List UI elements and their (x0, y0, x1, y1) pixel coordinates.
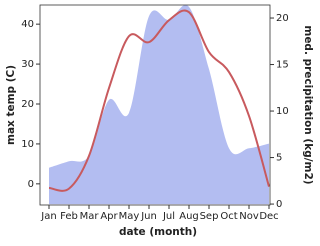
x-tick-label: Jul (162, 211, 175, 222)
x-tick-label: Feb (60, 211, 78, 222)
y2-tick-label: 15 (276, 60, 289, 71)
x-tick-label: Nov (239, 211, 259, 222)
plot-frame (39, 4, 271, 206)
temp-line (48, 9, 270, 192)
y2-tick-label: 0 (276, 199, 282, 210)
y-tick-label: 10 (21, 139, 34, 150)
x-tick-label: Dec (259, 211, 278, 222)
x-tick-label: Mar (80, 211, 100, 222)
y2-tick-label: 10 (276, 106, 289, 117)
x-tick-label: Aug (179, 211, 199, 222)
x-tick-label: May (119, 211, 140, 222)
y-tick-label: 40 (21, 19, 34, 30)
y2-axis-label: med. precipitation (kg/m2) (302, 25, 314, 184)
y-tick-label: 30 (21, 59, 34, 70)
precipitation-area (49, 4, 269, 205)
y2-tick-label: 5 (276, 153, 282, 164)
x-axis-label: date (month) (119, 226, 197, 238)
x-tick-label: Jun (140, 211, 157, 222)
x-tick-label: Oct (220, 211, 237, 222)
y2-tick-label: 20 (276, 13, 289, 24)
x-tick-label: Jan (40, 211, 56, 222)
chart: date (month) max temp (C) med. precipita… (5, 4, 314, 238)
y-tick-label: 20 (21, 99, 34, 110)
x-tick-label: Sep (200, 211, 219, 222)
y-tick-label: 0 (28, 179, 34, 190)
x-tick-label: Apr (100, 211, 118, 222)
y-axis-label: max temp (C) (5, 65, 17, 145)
